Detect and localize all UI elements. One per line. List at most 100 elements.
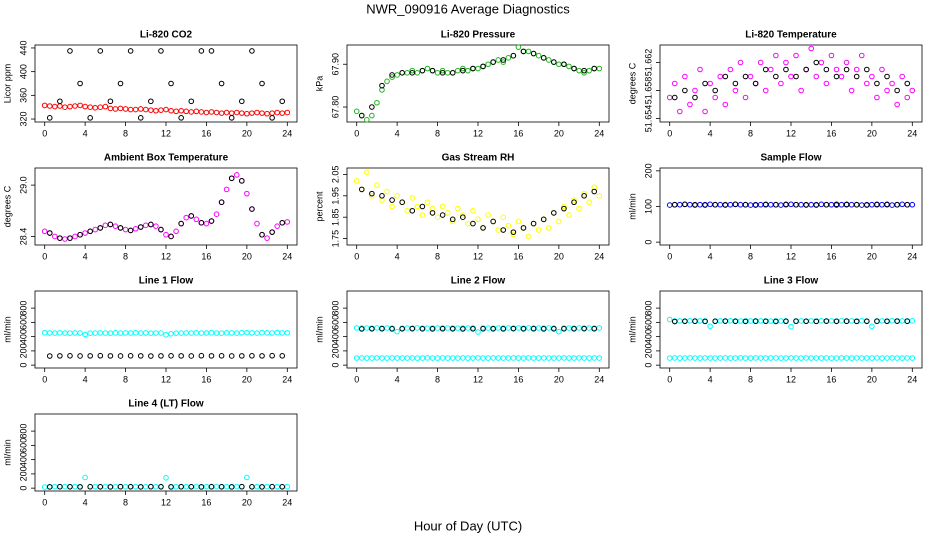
point — [142, 106, 149, 113]
point — [52, 330, 58, 336]
point — [767, 66, 774, 73]
point — [67, 48, 73, 54]
point — [213, 483, 220, 490]
point — [798, 318, 804, 324]
point — [818, 201, 825, 208]
point — [722, 318, 729, 324]
point — [92, 226, 99, 233]
point — [41, 484, 48, 490]
point — [793, 355, 799, 361]
point — [752, 80, 759, 87]
point — [137, 353, 144, 359]
point — [414, 355, 421, 361]
point — [239, 329, 245, 336]
point — [500, 214, 507, 220]
point — [490, 218, 496, 225]
x-tick-label: 4 — [708, 374, 713, 384]
point — [122, 483, 129, 490]
point — [465, 355, 471, 361]
point — [732, 80, 739, 87]
point — [591, 325, 598, 332]
point — [581, 70, 587, 76]
point — [379, 82, 385, 89]
point — [707, 323, 713, 330]
point — [682, 73, 688, 80]
point — [284, 329, 291, 336]
x-tick-label: 0 — [667, 128, 672, 138]
point — [460, 214, 466, 220]
point — [399, 199, 405, 206]
point — [153, 483, 159, 490]
point — [823, 66, 830, 73]
point — [778, 318, 784, 324]
point — [208, 48, 215, 54]
x-tick-label: 20 — [554, 374, 564, 384]
plot-frame — [659, 44, 923, 123]
point — [374, 99, 380, 106]
point — [127, 106, 134, 113]
point — [793, 73, 799, 80]
point — [697, 201, 703, 208]
point — [884, 201, 890, 208]
point — [409, 70, 416, 76]
point — [394, 328, 400, 335]
point — [203, 220, 210, 227]
point — [353, 355, 360, 361]
point — [87, 353, 93, 359]
point — [77, 102, 83, 109]
point — [173, 483, 179, 490]
y-tick-label: 200 — [643, 163, 653, 178]
point — [571, 65, 577, 72]
point — [470, 325, 476, 332]
point — [712, 201, 718, 208]
point — [490, 355, 496, 361]
point — [117, 353, 124, 359]
point — [153, 223, 159, 229]
point — [823, 80, 830, 87]
point — [107, 353, 114, 359]
point — [62, 483, 68, 490]
point — [264, 483, 270, 490]
point — [239, 178, 245, 184]
point — [57, 330, 63, 336]
point — [515, 355, 522, 361]
point — [717, 201, 724, 208]
point — [707, 80, 713, 87]
point — [244, 110, 250, 117]
point — [419, 325, 426, 332]
point — [203, 109, 210, 116]
point — [778, 80, 784, 87]
point — [783, 355, 789, 361]
point — [551, 59, 557, 65]
point — [46, 115, 53, 121]
x-tick-label: 24 — [282, 374, 292, 384]
point — [671, 318, 678, 325]
point — [722, 73, 729, 80]
point — [671, 94, 678, 101]
x-tick-label: 24 — [282, 497, 292, 507]
point — [97, 330, 104, 336]
point — [358, 326, 365, 332]
point — [254, 109, 260, 116]
point — [666, 202, 673, 208]
point — [732, 201, 739, 208]
point — [561, 325, 567, 332]
point — [692, 318, 698, 325]
y-tick-label: 800 — [18, 301, 28, 316]
point — [909, 355, 916, 361]
point — [505, 355, 512, 361]
point — [82, 331, 88, 338]
x-tick-label: 4 — [83, 497, 88, 507]
point — [535, 325, 542, 331]
point — [561, 61, 567, 68]
x-tick-label: 0 — [354, 251, 359, 261]
point — [72, 483, 78, 490]
point — [424, 325, 431, 331]
point — [404, 70, 411, 76]
point — [399, 70, 405, 76]
point — [239, 483, 245, 490]
point — [178, 115, 184, 121]
point — [97, 48, 104, 54]
point — [46, 230, 53, 236]
point — [500, 227, 507, 233]
